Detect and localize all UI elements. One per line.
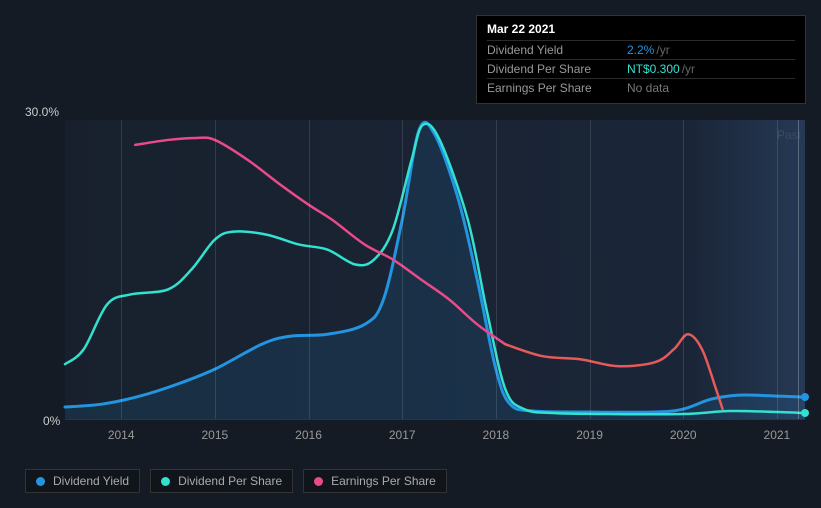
series-end-dot (801, 409, 809, 417)
tooltip-row: Dividend Yield 2.2% /yr (487, 40, 795, 59)
tooltip-unit: /yr (682, 62, 695, 76)
tooltip-label: Earnings Per Share (487, 81, 627, 95)
x-tick-label: 2017 (389, 428, 416, 442)
legend-label: Earnings Per Share (331, 474, 436, 488)
tooltip-row: Earnings Per Share No data (487, 78, 795, 97)
chart-legend: Dividend Yield Dividend Per Share Earnin… (25, 469, 447, 493)
series-end-dot (801, 393, 809, 401)
tooltip-row: Dividend Per Share NT$0.300 /yr (487, 59, 795, 78)
chart-plot-area[interactable] (65, 120, 805, 420)
tooltip-date: Mar 22 2021 (487, 22, 795, 36)
y-axis-max-label: 30.0% (25, 105, 59, 119)
tooltip-label: Dividend Per Share (487, 62, 627, 76)
tooltip-value: 2.2% (627, 43, 654, 57)
legend-item[interactable]: Earnings Per Share (303, 469, 447, 493)
x-tick-label: 2020 (670, 428, 697, 442)
legend-dot-icon (314, 477, 323, 486)
x-tick-label: 2014 (108, 428, 135, 442)
y-axis-min-label: 0% (43, 414, 60, 428)
x-axis-labels: 2014 2015 2016 2017 2018 2019 2020 2021 (65, 428, 805, 448)
x-tick-label: 2021 (764, 428, 791, 442)
tooltip-unit: /yr (656, 43, 669, 57)
legend-dot-icon (36, 477, 45, 486)
x-tick-label: 2016 (295, 428, 322, 442)
chart-container[interactable]: 30.0% 0% Past 20142015201620172018201920… (25, 100, 805, 440)
legend-item[interactable]: Dividend Per Share (150, 469, 293, 493)
x-tick-label: 2019 (576, 428, 603, 442)
x-tick-label: 2015 (202, 428, 229, 442)
tooltip-value: NT$0.300 (627, 62, 680, 76)
tooltip-label: Dividend Yield (487, 43, 627, 57)
legend-label: Dividend Yield (53, 474, 129, 488)
tooltip-value: No data (627, 81, 669, 95)
legend-label: Dividend Per Share (178, 474, 282, 488)
chart-tooltip: Mar 22 2021 Dividend Yield 2.2% /yr Divi… (476, 15, 806, 104)
legend-dot-icon (161, 477, 170, 486)
legend-item[interactable]: Dividend Yield (25, 469, 140, 493)
x-tick-label: 2018 (483, 428, 510, 442)
chart-svg (65, 120, 805, 419)
